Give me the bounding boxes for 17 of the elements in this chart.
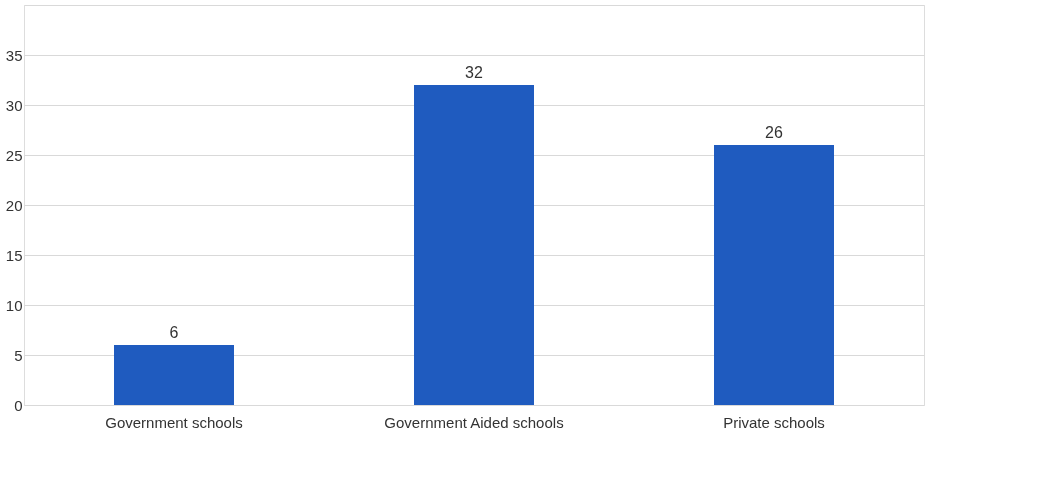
y-tick-label: 20 (5, 196, 23, 214)
y-tick-label: 10 (5, 296, 23, 314)
data-label: 26 (765, 124, 783, 141)
bar (414, 85, 534, 405)
data-label: 32 (465, 64, 483, 81)
y-tick-label: 0 (14, 396, 23, 414)
x-tick-label: Government schools (105, 413, 243, 431)
y-tick-label: 5 (14, 346, 23, 364)
bar (114, 345, 234, 405)
x-tick-label: Private schools (723, 413, 825, 431)
x-tick-label: Government Aided schools (384, 413, 564, 431)
y-tick-label: 35 (5, 46, 23, 64)
y-tick-label: 30 (5, 96, 23, 114)
bar (714, 145, 834, 405)
data-label: 6 (169, 324, 179, 341)
y-tick-label: 15 (5, 246, 23, 264)
y-tick-label: 25 (5, 146, 23, 164)
